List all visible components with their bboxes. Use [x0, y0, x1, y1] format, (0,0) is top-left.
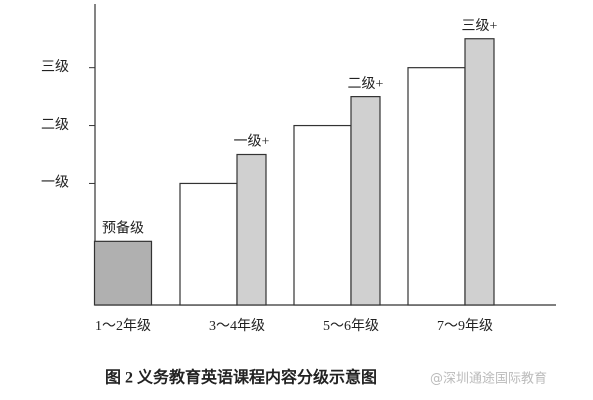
bar: [407, 67, 466, 306]
y-tick-label: 一级: [41, 175, 69, 191]
chart-title: 图 2 义务教育英语课程内容分级示意图: [105, 368, 377, 387]
data-label: 三级+: [462, 18, 498, 34]
bar: [464, 38, 495, 306]
y-tick-label: 三级: [41, 59, 69, 75]
watermark: @深圳通途国际教育: [430, 371, 547, 387]
y-tick-label: 二级: [41, 117, 69, 133]
x-tick-label: 3～4年级: [209, 318, 265, 334]
bar: [236, 153, 267, 306]
data-label: 一级+: [234, 134, 270, 150]
bar: [350, 96, 381, 306]
data-label: 二级+: [348, 76, 384, 92]
bar: [293, 124, 352, 306]
x-tick-label: 5～6年级: [323, 318, 379, 334]
data-label: 预备级: [102, 220, 144, 237]
x-tick-label: 1～2年级: [95, 318, 151, 334]
bar: [179, 182, 238, 306]
bar: [93, 240, 153, 306]
x-tick-label: 7～9年级: [437, 318, 493, 334]
